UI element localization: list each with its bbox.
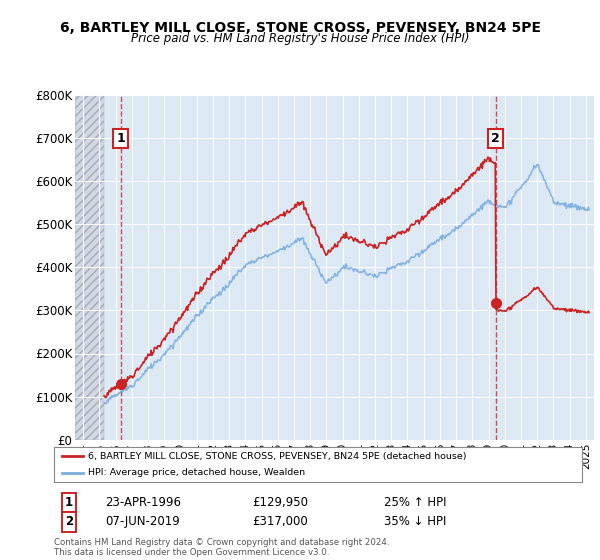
Text: 6, BARTLEY MILL CLOSE, STONE CROSS, PEVENSEY, BN24 5PE (detached house): 6, BARTLEY MILL CLOSE, STONE CROSS, PEVE… — [88, 452, 467, 461]
Text: 25% ↑ HPI: 25% ↑ HPI — [384, 496, 446, 509]
Text: £317,000: £317,000 — [252, 515, 308, 529]
Text: 35% ↓ HPI: 35% ↓ HPI — [384, 515, 446, 529]
Text: 6, BARTLEY MILL CLOSE, STONE CROSS, PEVENSEY, BN24 5PE: 6, BARTLEY MILL CLOSE, STONE CROSS, PEVE… — [59, 21, 541, 35]
Text: 2: 2 — [65, 515, 73, 529]
Text: HPI: Average price, detached house, Wealden: HPI: Average price, detached house, Weal… — [88, 468, 305, 478]
Text: 1: 1 — [116, 132, 125, 144]
Text: Price paid vs. HM Land Registry's House Price Index (HPI): Price paid vs. HM Land Registry's House … — [131, 32, 469, 45]
Text: 1: 1 — [65, 496, 73, 509]
Bar — [75, 95, 104, 440]
Text: £129,950: £129,950 — [252, 496, 308, 509]
Text: Contains HM Land Registry data © Crown copyright and database right 2024.
This d: Contains HM Land Registry data © Crown c… — [54, 538, 389, 557]
Text: 2: 2 — [491, 132, 500, 144]
Text: 07-JUN-2019: 07-JUN-2019 — [105, 515, 180, 529]
Text: 23-APR-1996: 23-APR-1996 — [105, 496, 181, 509]
